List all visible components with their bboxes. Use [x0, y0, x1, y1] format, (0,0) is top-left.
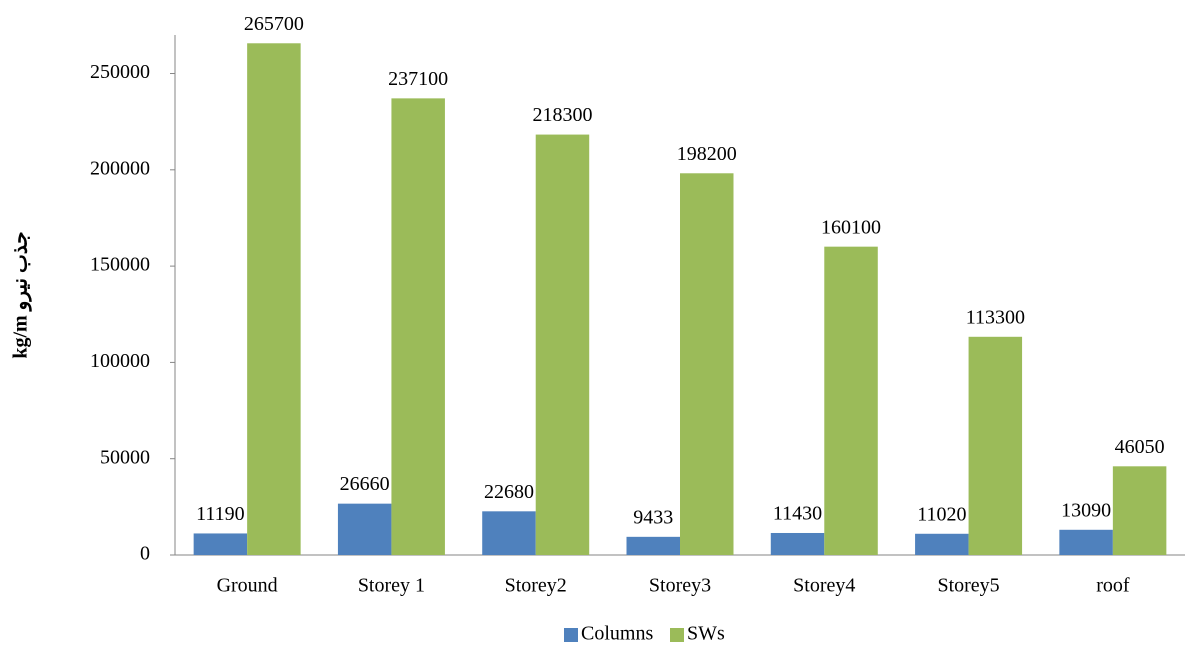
bar — [193, 533, 248, 555]
x-tick-label: Storey3 — [649, 575, 711, 597]
data-label: 11430 — [773, 503, 822, 525]
data-label: 9433 — [633, 506, 673, 528]
x-tick-label: roof — [1096, 575, 1130, 597]
data-label: 265700 — [244, 13, 304, 35]
x-tick-label: Storey5 — [937, 575, 999, 597]
legend-label: Columns — [581, 623, 653, 645]
bar — [824, 246, 878, 556]
data-label: 198200 — [677, 143, 737, 165]
bar — [535, 134, 590, 555]
data-label: 218300 — [532, 104, 592, 126]
data-label: 160100 — [821, 216, 881, 238]
y-tick-label: 200000 — [90, 157, 150, 179]
y-tick-label: 50000 — [100, 446, 150, 468]
data-label: 13090 — [1061, 499, 1111, 521]
bar — [337, 503, 392, 555]
legend-label: SWs — [687, 623, 725, 645]
bar — [626, 536, 680, 555]
data-label: 46050 — [1115, 436, 1165, 458]
data-label: 11190 — [196, 503, 245, 525]
x-tick-label: Storey4 — [793, 575, 855, 597]
bar — [915, 533, 969, 555]
y-tick-label: 150000 — [90, 254, 150, 276]
legend-swatch — [564, 628, 578, 642]
data-label: 26660 — [340, 473, 390, 495]
y-tick-label: 0 — [140, 543, 150, 565]
bar — [482, 511, 536, 555]
y-axis-label: kg/m جذب نیرو — [10, 231, 33, 358]
data-label: 22680 — [484, 481, 534, 503]
legend-swatch — [670, 628, 684, 642]
bar — [391, 98, 445, 555]
data-label: 113300 — [966, 306, 1025, 328]
x-tick-label: Storey2 — [505, 575, 567, 597]
x-tick-label: Ground — [217, 575, 278, 597]
bar — [770, 532, 825, 555]
bar — [1059, 529, 1113, 555]
y-tick-label: 250000 — [90, 61, 150, 83]
bar — [680, 173, 734, 555]
data-label: 237100 — [388, 68, 448, 90]
y-tick-label: 100000 — [90, 350, 150, 372]
bar — [968, 336, 1023, 555]
bar — [1112, 466, 1167, 555]
data-label: 11020 — [917, 503, 966, 525]
x-tick-label: Storey 1 — [358, 575, 425, 597]
bar — [247, 43, 301, 555]
